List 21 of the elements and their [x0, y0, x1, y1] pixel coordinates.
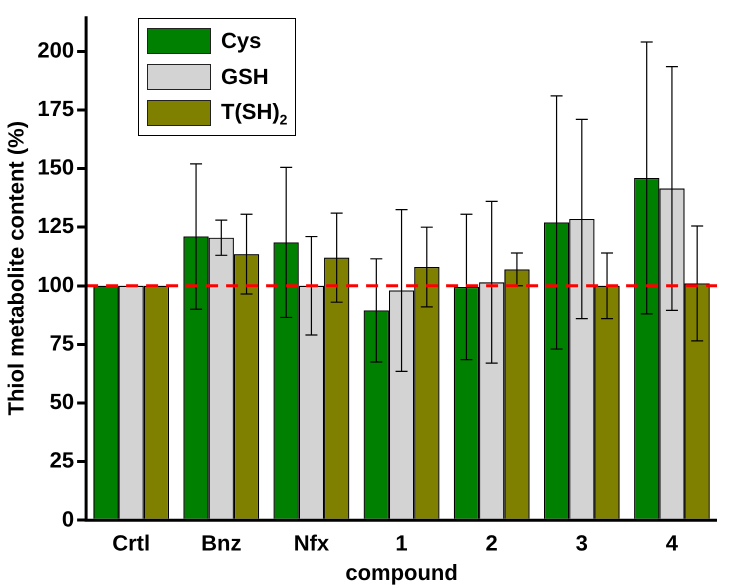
y-tick-label: 50 [50, 389, 74, 414]
y-axis-title: Thiol metabolite content (%) [3, 120, 28, 416]
y-tick-label: 150 [37, 154, 74, 180]
x-tick-label: Nfx [294, 530, 330, 556]
x-tick-label: 2 [486, 530, 498, 556]
y-tick-label: 125 [37, 213, 74, 238]
x-tick-label: 3 [576, 530, 588, 556]
y-tick-label: 75 [50, 330, 74, 356]
y-tick-label: 175 [37, 96, 74, 122]
x-tick-label: 4 [666, 530, 679, 556]
legend-label: GSH [221, 64, 269, 90]
y-tick-label: 0 [62, 506, 74, 532]
x-axis-title: compound [345, 560, 458, 585]
y-tick-label: 100 [37, 272, 74, 297]
y-tick-label: 25 [50, 448, 74, 473]
x-tick-label: Crtl [112, 530, 150, 556]
x-tick-label: 1 [395, 530, 408, 556]
legend-label: Cys [221, 28, 262, 54]
x-tick-label: Bnz [201, 530, 242, 556]
legend-label: T(SH)$_{2}$ [221, 98, 288, 128]
y-tick-label: 200 [37, 37, 74, 62]
